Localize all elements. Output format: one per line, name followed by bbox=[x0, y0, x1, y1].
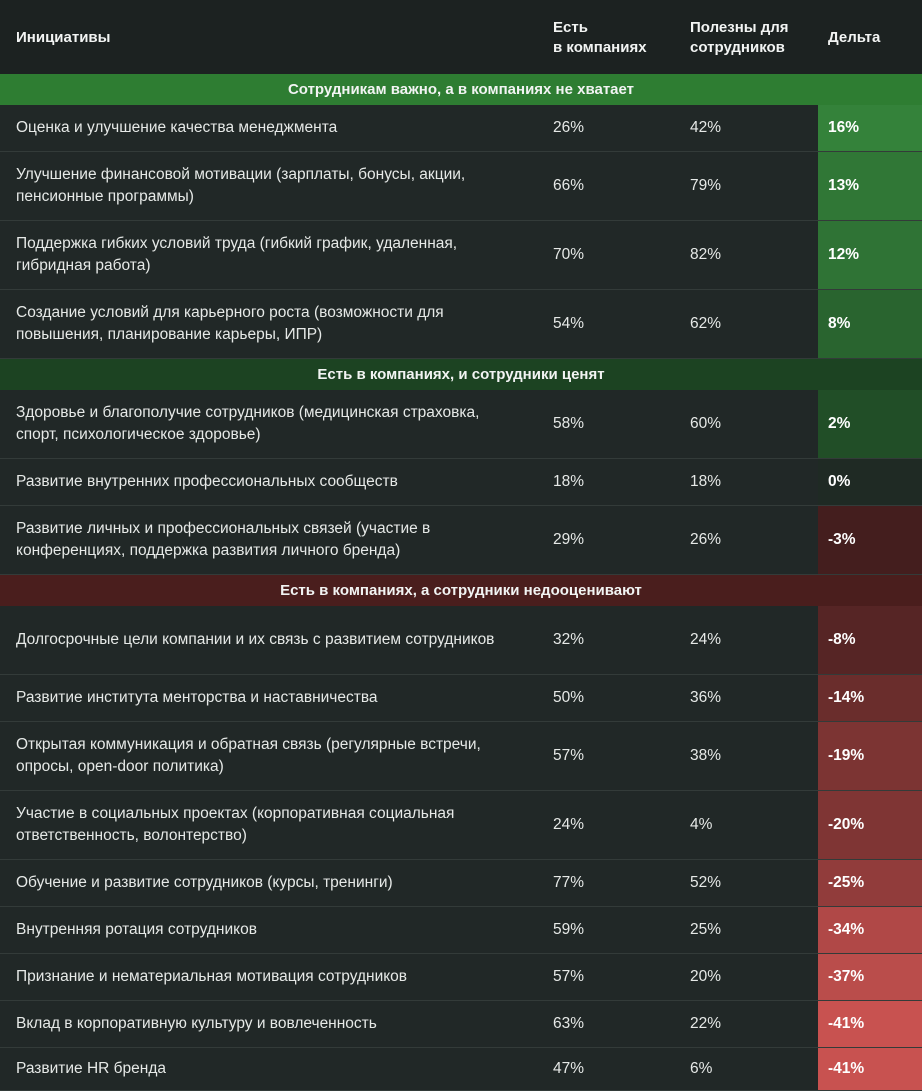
useful-value: 6% bbox=[690, 1060, 713, 1077]
table-header: Инициативы Есть в компаниях Полезны для … bbox=[0, 0, 922, 74]
table-row: Поддержка гибких условий труда (гибкий г… bbox=[0, 221, 922, 290]
present-value: 32% bbox=[553, 631, 585, 648]
present-value: 57% bbox=[553, 968, 585, 985]
present-value: 50% bbox=[553, 689, 585, 706]
useful-value: 36% bbox=[690, 689, 722, 706]
initiative-name: Вклад в корпоративную культуру и вовлече… bbox=[16, 1015, 377, 1032]
useful-value: 4% bbox=[690, 816, 713, 833]
initiative-name: Развитие HR бренда bbox=[16, 1060, 166, 1077]
header-present: Есть в компаниях bbox=[553, 18, 673, 58]
present-value: 54% bbox=[553, 315, 585, 332]
section-header: Сотрудникам важно, а в компаниях не хват… bbox=[0, 74, 922, 105]
delta-cell: 13% bbox=[818, 152, 922, 220]
present-value: 18% bbox=[553, 473, 585, 490]
table-row: Развитие HR бренда 47% 6% -41% bbox=[0, 1048, 922, 1091]
table-row: Развитие личных и профессиональных связе… bbox=[0, 506, 922, 575]
table-row: Создание условий для карьерного роста (в… bbox=[0, 290, 922, 359]
present-value: 26% bbox=[553, 119, 585, 136]
header-delta: Дельта bbox=[828, 29, 881, 46]
initiative-name: Обучение и развитие сотрудников (курсы, … bbox=[16, 874, 393, 891]
initiative-name: Развитие внутренних профессиональных соо… bbox=[16, 473, 398, 490]
useful-value: 38% bbox=[690, 747, 722, 764]
useful-value: 22% bbox=[690, 1015, 722, 1032]
present-value: 57% bbox=[553, 747, 585, 764]
table-row: Открытая коммуникация и обратная связь (… bbox=[0, 722, 922, 791]
initiative-name: Открытая коммуникация и обратная связь (… bbox=[16, 736, 481, 775]
initiative-name: Внутренняя ротация сотрудников bbox=[16, 921, 257, 938]
delta-cell: 16% bbox=[818, 105, 922, 151]
present-value: 29% bbox=[553, 531, 585, 548]
present-value: 24% bbox=[553, 816, 585, 833]
delta-cell: -37% bbox=[818, 954, 922, 1000]
present-value: 63% bbox=[553, 1015, 585, 1032]
useful-value: 25% bbox=[690, 921, 722, 938]
present-value: 47% bbox=[553, 1060, 585, 1077]
header-useful-line2: сотрудников bbox=[690, 39, 785, 56]
initiative-name: Долгосрочные цели компании и их связь с … bbox=[16, 631, 495, 648]
section-header: Есть в компаниях, и сотрудники ценят bbox=[0, 359, 922, 390]
delta-cell: -14% bbox=[818, 675, 922, 721]
useful-value: 82% bbox=[690, 246, 722, 263]
delta-cell: 2% bbox=[818, 390, 922, 458]
present-value: 66% bbox=[553, 177, 585, 194]
table-row: Участие в социальных проектах (корпорати… bbox=[0, 791, 922, 860]
present-value: 59% bbox=[553, 921, 585, 938]
useful-value: 24% bbox=[690, 631, 722, 648]
useful-value: 52% bbox=[690, 874, 722, 891]
table-row: Внутренняя ротация сотрудников 59% 25% -34% bbox=[0, 907, 922, 954]
initiative-name: Признание и нематериальная мотивация сот… bbox=[16, 968, 408, 985]
delta-cell: 0% bbox=[818, 459, 922, 505]
delta-cell: -25% bbox=[818, 860, 922, 906]
useful-value: 79% bbox=[690, 177, 722, 194]
initiative-name: Здоровье и благополучие сотрудников (мед… bbox=[16, 404, 480, 443]
initiative-name: Развитие института менторства и наставни… bbox=[16, 689, 378, 706]
delta-cell: -41% bbox=[818, 1048, 922, 1090]
useful-value: 20% bbox=[690, 968, 722, 985]
useful-value: 60% bbox=[690, 415, 722, 432]
initiative-name: Создание условий для карьерного роста (в… bbox=[16, 304, 444, 343]
initiative-name: Оценка и улучшение качества менеджмента bbox=[16, 119, 338, 136]
initiative-name: Поддержка гибких условий труда (гибкий г… bbox=[16, 235, 458, 274]
delta-cell: -3% bbox=[818, 506, 922, 574]
table-row: Признание и нематериальная мотивация сот… bbox=[0, 954, 922, 1001]
useful-value: 26% bbox=[690, 531, 722, 548]
table-row: Улучшение финансовой мотивации (зарплаты… bbox=[0, 152, 922, 221]
present-value: 77% bbox=[553, 874, 585, 891]
delta-cell: -20% bbox=[818, 791, 922, 859]
header-useful-line1: Полезны для bbox=[690, 19, 789, 36]
delta-cell: -41% bbox=[818, 1001, 922, 1047]
useful-value: 42% bbox=[690, 119, 722, 136]
delta-cell: -8% bbox=[818, 606, 922, 674]
table-row: Оценка и улучшение качества менеджмента 2… bbox=[0, 105, 922, 152]
delta-cell: -19% bbox=[818, 722, 922, 790]
initiative-name: Развитие личных и профессиональных связе… bbox=[16, 520, 431, 559]
delta-cell: 8% bbox=[818, 290, 922, 358]
header-useful: Полезны для сотрудников bbox=[690, 18, 815, 58]
present-value: 70% bbox=[553, 246, 585, 263]
present-value: 58% bbox=[553, 415, 585, 432]
section-header: Есть в компаниях, а сотрудники недооцени… bbox=[0, 575, 922, 606]
useful-value: 18% bbox=[690, 473, 722, 490]
header-present-line2: в компаниях bbox=[553, 39, 647, 56]
table-row: Развитие внутренних профессиональных соо… bbox=[0, 459, 922, 506]
table-row: Вклад в корпоративную культуру и вовлече… bbox=[0, 1001, 922, 1048]
initiative-name: Улучшение финансовой мотивации (зарплаты… bbox=[16, 166, 466, 205]
initiative-name: Участие в социальных проектах (корпорати… bbox=[16, 805, 455, 844]
useful-value: 62% bbox=[690, 315, 722, 332]
table-row: Долгосрочные цели компании и их связь с … bbox=[0, 606, 922, 675]
header-initiatives: Инициативы bbox=[16, 29, 111, 46]
table-row: Развитие института менторства и наставни… bbox=[0, 675, 922, 722]
table-row: Обучение и развитие сотрудников (курсы, … bbox=[0, 860, 922, 907]
table-row: Здоровье и благополучие сотрудников (мед… bbox=[0, 390, 922, 459]
delta-cell: -34% bbox=[818, 907, 922, 953]
header-present-line1: Есть bbox=[553, 19, 588, 36]
delta-cell: 12% bbox=[818, 221, 922, 289]
